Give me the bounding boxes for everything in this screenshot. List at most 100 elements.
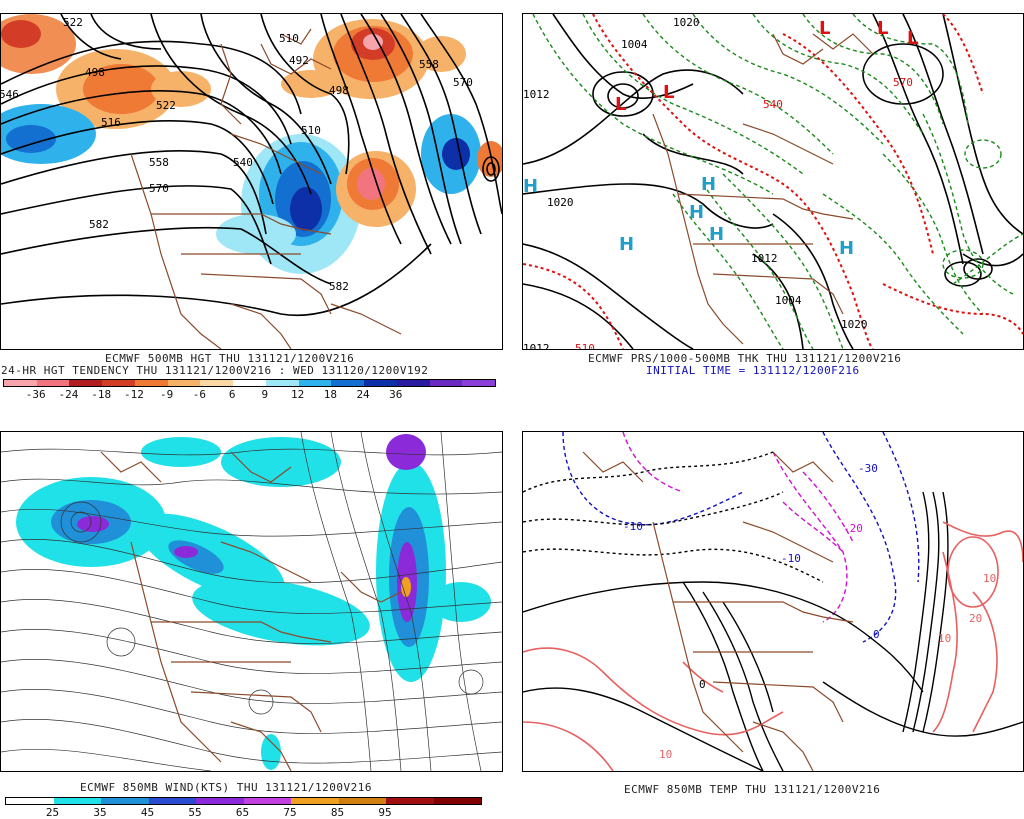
low-pressure-markers: L L L L L bbox=[615, 18, 918, 115]
colorbar-height-tendency bbox=[3, 379, 496, 387]
wind-speed-shading bbox=[16, 434, 491, 770]
map-borders bbox=[130, 28, 402, 349]
map-850mb-temp: -30 -20 -10 0 10 10 20 10 0 -10 bbox=[522, 431, 1024, 772]
colorbar-label: -9 bbox=[160, 388, 174, 401]
colorbar-swatch bbox=[134, 380, 168, 386]
colorbar-swatch bbox=[102, 380, 135, 386]
svg-text:1012: 1012 bbox=[523, 88, 550, 101]
colorbar-swatch bbox=[433, 798, 481, 804]
colorbar-swatch bbox=[53, 798, 101, 804]
caption-850mb-temp: ECMWF 850MB TEMP THU 131121/1200V216 bbox=[624, 783, 881, 796]
map-temp-svg: -30 -20 -10 0 10 10 20 10 0 -10 bbox=[523, 432, 1023, 771]
svg-text:1020: 1020 bbox=[841, 318, 868, 331]
svg-text:10: 10 bbox=[659, 748, 672, 761]
colorbar-wind-speed bbox=[5, 797, 482, 805]
thickness-labels: 510 540 570 bbox=[575, 76, 913, 349]
map-borders bbox=[652, 33, 874, 345]
colorbar-swatch bbox=[462, 380, 496, 386]
svg-text:498: 498 bbox=[329, 84, 349, 97]
thickness-contours bbox=[532, 14, 1023, 349]
high-marker: H bbox=[709, 224, 724, 245]
svg-text:510: 510 bbox=[301, 124, 321, 137]
panel-850mb-temp: -30 -20 -10 0 10 10 20 10 0 -10 ECMWF 85… bbox=[522, 418, 1024, 819]
colorbar-label: 35 bbox=[93, 806, 107, 819]
colorbar-label: 85 bbox=[330, 806, 345, 819]
svg-text:20: 20 bbox=[969, 612, 982, 625]
colorbar-swatch bbox=[338, 798, 386, 804]
map-850mb-wind bbox=[0, 431, 503, 772]
caption-height-tendency: 24-HR HGT TENDENCY THU 131121/1200V216 :… bbox=[1, 364, 429, 377]
map-borders bbox=[582, 451, 854, 771]
temp-labels: -30 -20 -10 0 10 10 20 10 0 -10 bbox=[623, 462, 996, 761]
colorbar-swatch bbox=[396, 380, 430, 386]
colorbar-swatch bbox=[429, 380, 463, 386]
high-marker: H bbox=[523, 176, 538, 197]
colorbar-label: 12 bbox=[290, 388, 305, 401]
colorbar-swatch bbox=[4, 380, 37, 386]
svg-text:-20: -20 bbox=[843, 522, 863, 535]
colorbar-label: 95 bbox=[378, 806, 392, 819]
svg-text:10: 10 bbox=[983, 572, 996, 585]
map-pressure-thickness: 1020 1004 1012 1020 1012 1004 1020 1012 … bbox=[522, 13, 1024, 350]
temp-warm-contours bbox=[523, 521, 1023, 771]
svg-text:-10: -10 bbox=[623, 520, 643, 533]
panel-pressure-thickness: 1020 1004 1012 1020 1012 1004 1020 1012 … bbox=[522, 0, 1024, 402]
svg-text:570: 570 bbox=[453, 76, 473, 89]
svg-text:522: 522 bbox=[63, 16, 83, 29]
colorbar-swatch bbox=[6, 798, 54, 804]
low-marker: L bbox=[877, 18, 888, 39]
svg-text:582: 582 bbox=[329, 280, 349, 293]
low-marker: L bbox=[615, 94, 626, 115]
colorbar-swatch bbox=[101, 798, 149, 804]
svg-text:510: 510 bbox=[279, 32, 299, 45]
low-marker: L bbox=[819, 18, 830, 39]
caption-initial-time: INITIAL TIME = 131112/1200F216 bbox=[646, 364, 860, 377]
temp-cold-contours bbox=[523, 432, 920, 643]
caption-500mb: ECMWF 500MB HGT THU 131121/1200V216 bbox=[105, 352, 355, 365]
svg-text:570: 570 bbox=[893, 76, 913, 89]
svg-text:1004: 1004 bbox=[621, 38, 648, 51]
contour-labels: 522 498 516 522 558 570 582 540 510 498 … bbox=[1, 16, 473, 293]
low-marker: L bbox=[663, 82, 674, 103]
colorbar-swatch bbox=[298, 380, 332, 386]
pressure-contours bbox=[523, 14, 1023, 349]
svg-text:582: 582 bbox=[89, 218, 109, 231]
colorbar-swatch bbox=[167, 380, 201, 386]
high-pressure-markers: H H H H H H bbox=[523, 174, 854, 259]
colorbar-label: -6 bbox=[192, 388, 207, 401]
svg-text:0: 0 bbox=[873, 628, 880, 641]
svg-text:1012: 1012 bbox=[523, 342, 550, 349]
colorbar-label: 55 bbox=[188, 806, 202, 819]
height-contours bbox=[1, 14, 502, 317]
svg-text:1020: 1020 bbox=[547, 196, 574, 209]
svg-text:516: 516 bbox=[101, 116, 121, 129]
colorbar-label: 24 bbox=[356, 388, 370, 401]
svg-text:498: 498 bbox=[85, 66, 105, 79]
caption-850mb-wind: ECMWF 850MB WIND(KTS) THU 131121/1200V21… bbox=[80, 781, 373, 794]
svg-text:-10: -10 bbox=[781, 552, 801, 565]
svg-text:540: 540 bbox=[763, 98, 783, 111]
high-marker: H bbox=[619, 234, 634, 255]
colorbar-swatch bbox=[36, 380, 70, 386]
svg-text:0: 0 bbox=[699, 678, 706, 691]
high-marker: H bbox=[689, 202, 704, 223]
caption-pressure-thickness: ECMWF PRS/1000-500MB THK THU 131121/1200… bbox=[588, 352, 902, 365]
svg-text:540: 540 bbox=[233, 156, 253, 169]
high-marker: H bbox=[839, 238, 854, 259]
colorbar-swatch bbox=[200, 380, 234, 386]
map-pressure-svg: 1020 1004 1012 1020 1012 1004 1020 1012 … bbox=[523, 14, 1023, 349]
colorbar-swatch bbox=[233, 380, 266, 386]
svg-text:546: 546 bbox=[1, 88, 19, 101]
temp-zero-contours bbox=[523, 491, 1023, 771]
map-500mb-height: 522 498 516 522 558 570 582 540 510 498 … bbox=[0, 13, 503, 350]
colorbar-label: 9 bbox=[261, 388, 269, 401]
colorbar-swatch bbox=[69, 380, 103, 386]
colorbar-swatch bbox=[243, 798, 291, 804]
map-wind-svg bbox=[1, 432, 502, 771]
svg-text:1020: 1020 bbox=[673, 16, 700, 29]
colorbar-swatch bbox=[265, 380, 299, 386]
svg-text:1012: 1012 bbox=[751, 252, 778, 265]
colorbar-label: 75 bbox=[283, 806, 297, 819]
colorbar-label: 18 bbox=[323, 388, 337, 401]
svg-text:-30: -30 bbox=[858, 462, 878, 475]
